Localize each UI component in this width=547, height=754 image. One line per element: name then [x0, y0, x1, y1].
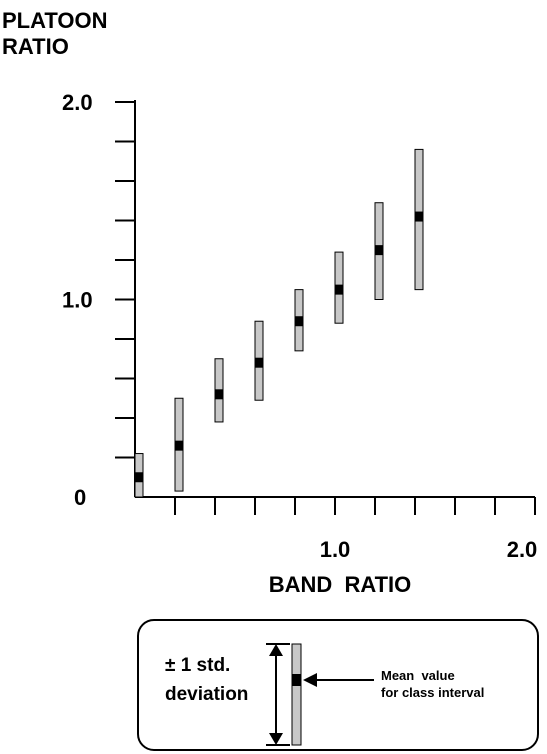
- y-tick-label: 1.0: [62, 288, 93, 313]
- legend-sample-mean-marker: [292, 674, 301, 686]
- legend-sample-bar: [291, 643, 302, 746]
- legend-std-label-line1: ± 1 std.: [165, 655, 230, 676]
- y-ticks: [115, 101, 135, 459]
- mean-marker: [135, 472, 143, 483]
- legend-mean-label-line1: Mean value: [381, 668, 455, 683]
- mean-pointer-head: [303, 673, 317, 687]
- x-tick-labels: 1.0 2.0: [320, 537, 538, 562]
- mean-marker: [335, 284, 343, 295]
- legend-std-label-line2: deviation: [165, 684, 248, 705]
- std-dev-arrow-bottom-head: [269, 733, 283, 745]
- y-tick-label: 0: [74, 485, 86, 510]
- mean-marker: [375, 245, 383, 256]
- legend-mean-label-line2: for class interval: [381, 685, 484, 700]
- y-tick-labels: 0 1.0 2.0: [62, 90, 93, 510]
- x-tick-label: 2.0: [507, 537, 538, 562]
- mean-marker: [255, 357, 263, 368]
- legend: ± 1 std. deviation Mean value for class …: [137, 619, 539, 751]
- y-tick-label: 2.0: [62, 90, 93, 115]
- mean-marker: [175, 440, 183, 451]
- y-axis-title-line2: RATIO: [2, 34, 69, 59]
- x-ticks: [174, 497, 536, 515]
- mean-marker: [295, 316, 303, 327]
- x-axis-title: BAND RATIO: [269, 572, 412, 597]
- mean-marker: [215, 389, 223, 400]
- std-dev-arrow-top-head: [269, 644, 283, 656]
- mean-marker: [415, 211, 423, 222]
- legend-box: [137, 619, 539, 751]
- x-tick-label: 1.0: [320, 537, 351, 562]
- y-axis-title-line1: PLATOON: [2, 8, 108, 33]
- range-bars: [134, 148, 424, 498]
